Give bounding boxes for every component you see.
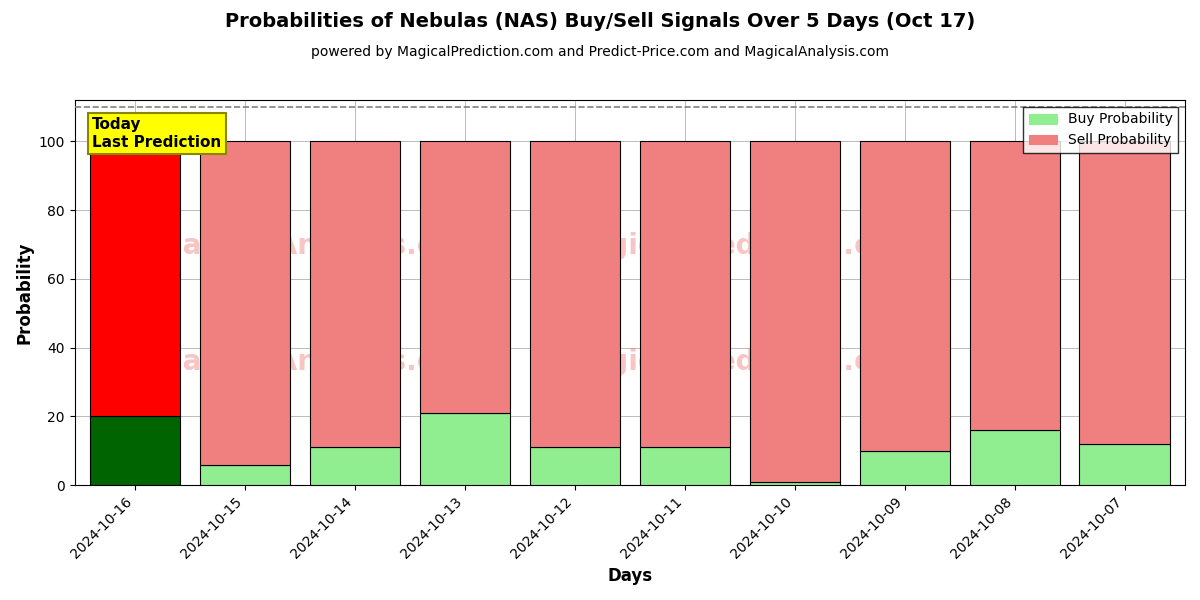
Bar [420, 413, 510, 485]
Bar [640, 141, 730, 448]
X-axis label: Days: Days [607, 567, 653, 585]
Text: MagicalAnalysis.com: MagicalAnalysis.com [156, 348, 482, 376]
Text: MagicalPrediction.com: MagicalPrediction.com [563, 348, 919, 376]
Bar [420, 141, 510, 413]
Bar [970, 141, 1060, 430]
Legend: Buy Probability, Sell Probability: Buy Probability, Sell Probability [1024, 107, 1178, 153]
Text: Probabilities of Nebulas (NAS) Buy/Sell Signals Over 5 Days (Oct 17): Probabilities of Nebulas (NAS) Buy/Sell … [224, 12, 976, 31]
Bar [640, 448, 730, 485]
Bar [310, 448, 400, 485]
Text: powered by MagicalPrediction.com and Predict-Price.com and MagicalAnalysis.com: powered by MagicalPrediction.com and Pre… [311, 45, 889, 59]
Bar [1080, 141, 1170, 444]
Bar [859, 451, 949, 485]
Bar [970, 430, 1060, 485]
Bar [529, 141, 620, 448]
Bar [90, 141, 180, 416]
Bar [529, 448, 620, 485]
Bar [310, 141, 400, 448]
Text: MagicalPrediction.com: MagicalPrediction.com [563, 232, 919, 260]
Bar [90, 416, 180, 485]
Y-axis label: Probability: Probability [16, 241, 34, 344]
Bar [750, 141, 840, 482]
Bar [859, 141, 949, 451]
Text: MagicalAnalysis.com: MagicalAnalysis.com [156, 232, 482, 260]
Bar [200, 464, 290, 485]
Text: Today
Last Prediction: Today Last Prediction [92, 117, 222, 149]
Bar [750, 482, 840, 485]
Bar [1080, 444, 1170, 485]
Bar [200, 141, 290, 464]
